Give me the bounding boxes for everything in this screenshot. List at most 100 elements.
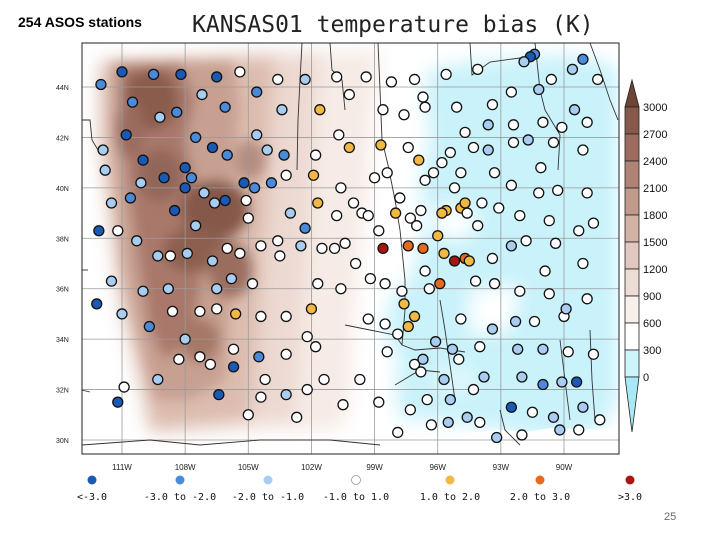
station-marker bbox=[261, 144, 273, 156]
station-marker bbox=[152, 250, 164, 262]
station-marker bbox=[318, 373, 330, 386]
lon-label: 108W bbox=[175, 463, 196, 472]
station-marker bbox=[488, 278, 501, 290]
station-marker bbox=[221, 149, 233, 161]
station-marker bbox=[419, 265, 431, 277]
station-marker bbox=[545, 73, 558, 86]
station-marker bbox=[280, 388, 292, 401]
station-marker bbox=[570, 376, 583, 388]
station-marker bbox=[360, 71, 372, 83]
station-marker bbox=[533, 83, 545, 96]
station-marker bbox=[436, 207, 448, 219]
terrain-layer bbox=[82, 43, 619, 454]
station-marker bbox=[463, 255, 475, 267]
lowland-shading bbox=[385, 55, 618, 440]
lat-label: 38N bbox=[56, 236, 69, 243]
station-marker bbox=[147, 68, 160, 81]
lat-label: 32N bbox=[56, 388, 69, 395]
station-marker bbox=[560, 303, 572, 315]
station-marker bbox=[190, 131, 202, 144]
lon-label: 90W bbox=[556, 463, 573, 472]
colorbar-segment bbox=[624, 268, 640, 297]
station-marker bbox=[472, 220, 484, 232]
station-marker bbox=[512, 343, 524, 355]
station-marker bbox=[213, 388, 225, 401]
station-marker bbox=[242, 409, 254, 421]
station-marker bbox=[179, 333, 191, 345]
station-marker bbox=[299, 222, 311, 234]
legend-swatch bbox=[351, 475, 361, 485]
station-marker bbox=[259, 373, 271, 386]
station-marker bbox=[425, 419, 438, 431]
state-boundaries bbox=[82, 43, 619, 446]
station-marker bbox=[206, 255, 219, 267]
colorbar-segment bbox=[624, 187, 640, 216]
station-marker bbox=[526, 406, 539, 418]
station-marker bbox=[309, 341, 322, 353]
map-frame bbox=[81, 42, 620, 455]
legend-label: 1.0 to 2.0 bbox=[420, 492, 480, 503]
legend-label: -2.0 to -1.0 bbox=[232, 492, 304, 503]
station-marker bbox=[171, 106, 183, 118]
station-marker bbox=[411, 220, 423, 232]
station-marker bbox=[331, 209, 343, 222]
station-marker bbox=[389, 207, 402, 219]
station-marker bbox=[537, 378, 549, 391]
station-marker bbox=[211, 71, 223, 83]
station-marker bbox=[594, 414, 606, 426]
station-marker bbox=[314, 104, 326, 116]
station-marker bbox=[505, 179, 518, 191]
colorbar-segment bbox=[624, 295, 640, 324]
station-marker bbox=[299, 73, 311, 86]
colorbar-label: 1800 bbox=[643, 210, 667, 222]
latitude-labels: 44N 42N 40N 38N 36N 34N 32N 30N bbox=[56, 85, 69, 445]
colorbar-segment bbox=[624, 322, 640, 351]
lat-label: 36N bbox=[56, 287, 69, 294]
station-marker bbox=[467, 141, 480, 154]
station-marker bbox=[419, 101, 431, 113]
station-marker bbox=[472, 63, 484, 75]
colorbar-segment bbox=[624, 160, 640, 189]
station-marker bbox=[398, 298, 410, 310]
station-marker bbox=[516, 429, 528, 441]
station-marker bbox=[185, 172, 198, 184]
legend-swatch bbox=[87, 475, 97, 485]
station-marker bbox=[116, 66, 128, 78]
legend-swatch bbox=[263, 475, 273, 485]
station-marker bbox=[301, 383, 313, 396]
map-title: KANSAS01 temperature bias (K) bbox=[192, 12, 594, 38]
station-marker bbox=[194, 351, 206, 363]
station-marker bbox=[143, 320, 156, 333]
station-marker bbox=[520, 235, 532, 247]
station-marker bbox=[408, 310, 421, 323]
lon-label: 96W bbox=[429, 463, 446, 472]
station-marker bbox=[467, 383, 480, 396]
station-marker bbox=[408, 73, 421, 86]
station-marker bbox=[211, 283, 223, 295]
station-marker bbox=[423, 283, 435, 295]
station-marker bbox=[221, 242, 233, 255]
station-marker bbox=[415, 204, 427, 217]
station-marker bbox=[158, 172, 170, 184]
station-marker bbox=[413, 154, 425, 166]
colorbar-segment bbox=[624, 133, 640, 162]
station-marker bbox=[436, 156, 448, 169]
colorbar-label: 900 bbox=[643, 291, 661, 303]
lon-label: 111W bbox=[112, 463, 132, 472]
station-marker bbox=[539, 265, 551, 277]
station-marker bbox=[227, 343, 240, 355]
station-marker bbox=[444, 146, 456, 159]
station-marker bbox=[448, 182, 461, 194]
station-marker bbox=[438, 373, 450, 386]
station-marker bbox=[552, 184, 564, 197]
station-marker bbox=[97, 144, 109, 156]
station-marker bbox=[573, 424, 585, 436]
station-marker bbox=[592, 73, 604, 86]
station-marker bbox=[577, 53, 589, 65]
station-marker bbox=[577, 401, 589, 413]
station-marker bbox=[581, 293, 593, 305]
station-marker bbox=[408, 358, 421, 371]
station-marker bbox=[343, 88, 355, 101]
station-marker bbox=[451, 101, 463, 113]
station-marker bbox=[444, 394, 456, 406]
